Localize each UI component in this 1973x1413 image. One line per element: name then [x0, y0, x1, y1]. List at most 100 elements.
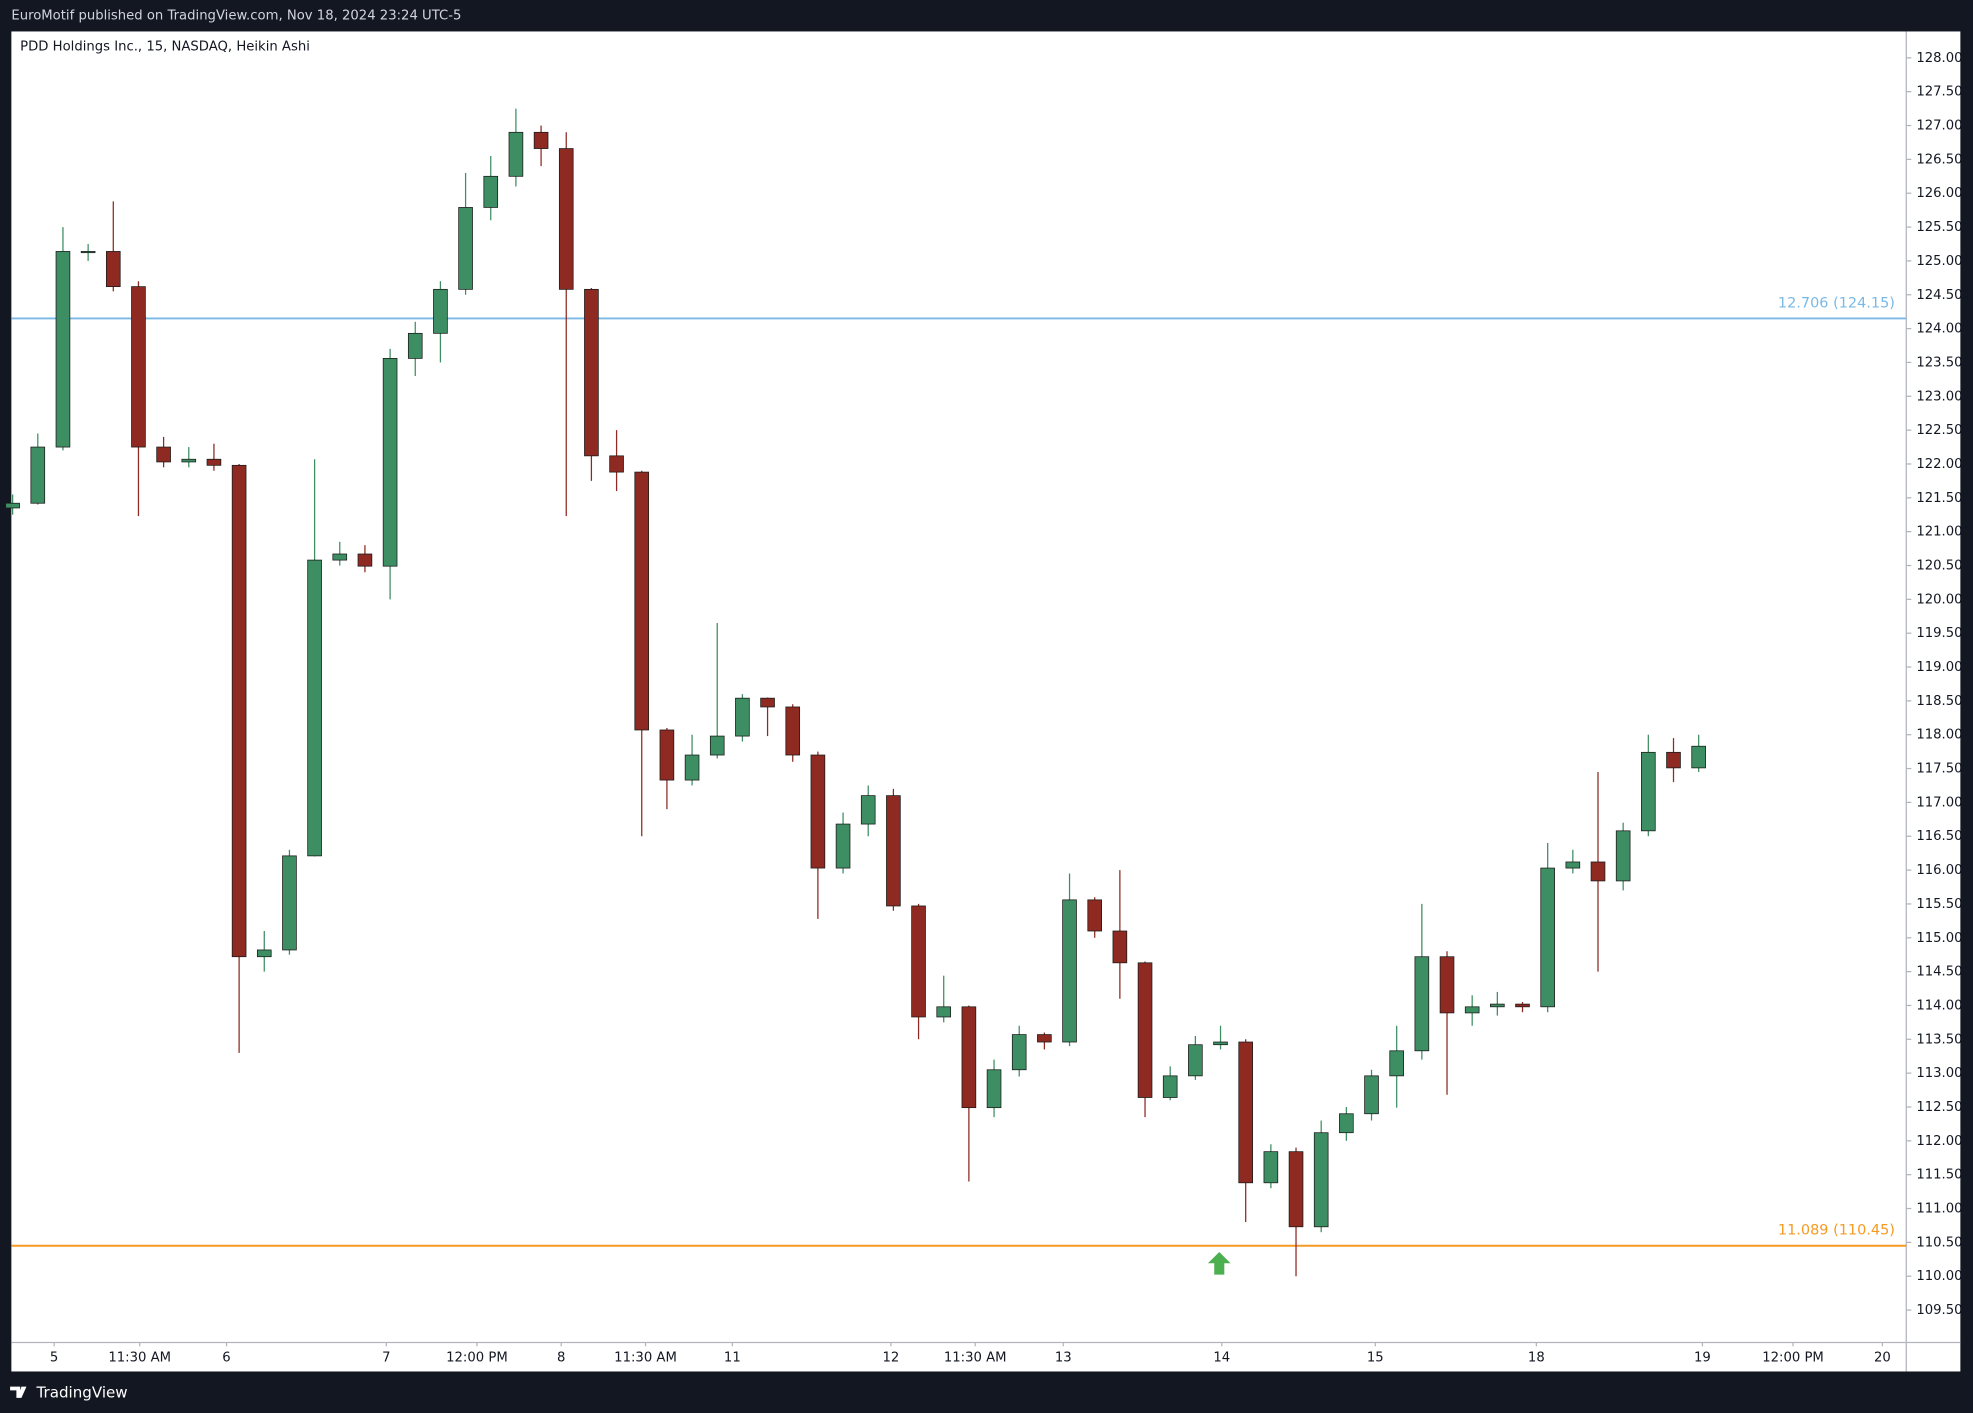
y-tick-label: 128.00	[1916, 51, 1962, 66]
candle-body	[1238, 1041, 1253, 1184]
candle-body	[282, 855, 297, 951]
y-tick-label: 114.50	[1916, 965, 1962, 980]
x-tick-label: 5	[50, 1351, 58, 1366]
candle-body	[382, 358, 398, 567]
y-tick-label: 119.00	[1916, 660, 1962, 675]
candle-body	[1439, 956, 1455, 1014]
x-tick-label: 12:00 PM	[446, 1351, 508, 1366]
y-tick-label: 109.50	[1916, 1303, 1962, 1318]
candle-body	[1464, 1006, 1480, 1014]
y-tick-label: 120.00	[1916, 592, 1962, 607]
candle-body	[332, 553, 348, 561]
y-tick-label: 116.00	[1916, 863, 1962, 878]
y-tick-label: 126.00	[1916, 186, 1962, 201]
candle-body	[1137, 962, 1153, 1098]
y-tick-label: 115.00	[1916, 931, 1962, 946]
candle-body	[584, 288, 599, 457]
x-tick-label: 11	[724, 1351, 741, 1366]
candle-body	[156, 446, 171, 463]
candle-body	[105, 251, 121, 288]
brand-name: TradingView	[36, 1383, 128, 1401]
signal-arrow	[1207, 1251, 1231, 1275]
x-tick-label: 7	[382, 1351, 390, 1366]
candle-body	[684, 754, 700, 781]
candle-body	[1062, 899, 1077, 1043]
candle-body	[1590, 861, 1606, 882]
candle-body	[533, 131, 549, 149]
candle-body	[256, 949, 272, 958]
x-tick-label: 11:30 AM	[108, 1351, 171, 1366]
candle-body	[181, 458, 197, 463]
brand-icon	[10, 1386, 27, 1398]
level-label: 11.089 (110.45)	[1778, 1223, 1895, 1239]
candle-body	[1037, 1034, 1052, 1043]
candle-body	[1313, 1132, 1329, 1228]
candle-body	[80, 251, 96, 254]
y-tick-label: 116.50	[1916, 829, 1962, 844]
candle-body	[1414, 956, 1430, 1052]
x-tick-label: 6	[222, 1351, 230, 1366]
candle-body	[307, 559, 322, 857]
candle-body	[709, 735, 725, 756]
y-tick-label: 118.00	[1916, 728, 1962, 743]
candle-body	[1389, 1050, 1404, 1077]
y-tick-label: 111.50	[1916, 1168, 1962, 1183]
publisher-line: EuroMotif published on TradingView.com, …	[11, 9, 461, 24]
y-tick-label: 123.50	[1916, 355, 1962, 370]
y-tick-label: 110.00	[1916, 1269, 1962, 1284]
candle-body	[433, 288, 448, 334]
candle-body	[835, 823, 851, 869]
candle-body	[860, 795, 876, 825]
candle-body	[609, 455, 624, 473]
y-tick-label: 122.00	[1916, 457, 1962, 472]
candle-body	[1112, 930, 1128, 964]
x-tick-label: 12	[882, 1351, 899, 1366]
candle-body	[936, 1006, 952, 1018]
y-tick-label: 117.00	[1916, 795, 1962, 810]
candle-body	[1691, 745, 1706, 769]
candle-body	[1288, 1151, 1304, 1228]
candle-body	[735, 697, 750, 737]
candle-body	[558, 148, 574, 290]
y-tick-label: 112.00	[1916, 1134, 1962, 1149]
y-tick-label: 125.50	[1916, 220, 1962, 235]
brand-logo	[10, 1386, 27, 1398]
candle-body	[961, 1006, 977, 1109]
y-tick-label: 121.00	[1916, 525, 1962, 540]
candle-body	[634, 471, 650, 731]
candle-body	[659, 729, 675, 781]
candle-body	[1188, 1044, 1203, 1077]
level-label: 12.706 (124.15)	[1778, 295, 1895, 311]
x-tick-label: 18	[1528, 1351, 1545, 1366]
candle-body	[131, 286, 146, 448]
y-tick-label: 119.50	[1916, 626, 1962, 641]
candle-body	[911, 905, 926, 1018]
y-tick-label: 113.00	[1916, 1066, 1962, 1081]
y-tick-label: 124.00	[1916, 322, 1962, 337]
x-tick-label: 20	[1874, 1351, 1891, 1366]
y-tick-label: 122.50	[1916, 423, 1962, 438]
candle-body	[1565, 861, 1581, 869]
candle-body	[1011, 1034, 1027, 1071]
candle-body	[1339, 1113, 1354, 1134]
candle-body	[407, 332, 423, 359]
x-tick-label: 11:30 AM	[944, 1351, 1007, 1366]
y-tick-label: 111.00	[1916, 1202, 1962, 1217]
candle-body	[785, 706, 801, 756]
x-tick-label: 19	[1694, 1351, 1711, 1366]
chart-title: PDD Holdings Inc., 15, NASDAQ, Heikin As…	[20, 40, 310, 55]
x-tick-label: 12:00 PM	[1762, 1351, 1824, 1366]
candle-body	[30, 446, 46, 504]
candle-body	[1615, 830, 1631, 882]
candle-body	[1087, 899, 1103, 932]
plot: 109.50 110.00 110.50 111.00 111.50 112.00 112.…	[5, 51, 1963, 1366]
chart-panel	[11, 31, 1961, 1372]
y-tick-label: 123.00	[1916, 389, 1962, 404]
y-tick-label: 117.50	[1916, 762, 1962, 777]
x-tick-label: 11:30 AM	[614, 1351, 677, 1366]
x-tick-label: 13	[1055, 1351, 1072, 1366]
candle-body	[1490, 1003, 1505, 1008]
y-tick-label: 118.50	[1916, 694, 1962, 709]
